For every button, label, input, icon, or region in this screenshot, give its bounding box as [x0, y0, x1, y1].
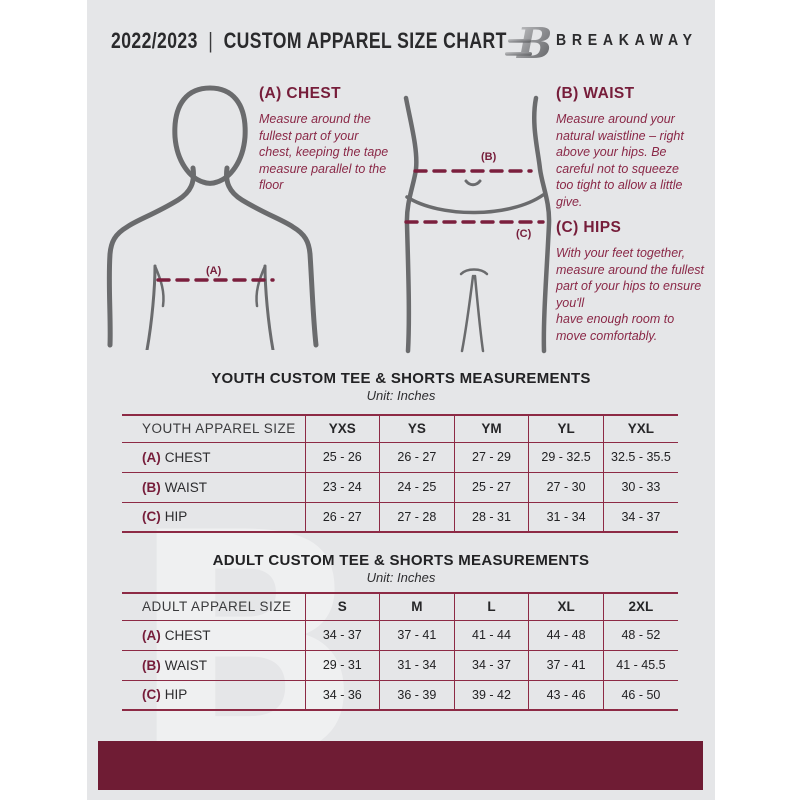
row-label: (B) WAIST — [122, 650, 305, 681]
lower-body-figure — [403, 95, 552, 354]
size-cell: 43 - 46 — [528, 680, 604, 711]
hips-instruction: (C) HIPS With your feet together, measur… — [556, 219, 706, 344]
size-header: YS — [379, 414, 455, 443]
size-cell: 29 - 31 — [304, 650, 380, 681]
row-label: (C) HIP — [122, 680, 305, 711]
size-header: YM — [453, 414, 529, 443]
breakaway-logo-icon: B — [505, 19, 553, 68]
size-header: YL — [528, 414, 604, 443]
chest-body: Measure around the fullest part of your … — [259, 112, 389, 192]
size-cell: 46 - 50 — [602, 680, 678, 711]
table-row: (B) WAIST 29 - 31 31 - 34 34 - 37 37 - 41… — [122, 650, 678, 681]
size-cell: 36 - 39 — [379, 680, 455, 711]
size-cell: 30 - 33 — [602, 472, 678, 503]
table-header-row: YOUTH APPAREL SIZE YXS YS YM YL YXL — [122, 414, 678, 443]
title-year: 2022/2023 — [111, 28, 198, 53]
size-cell: 27 - 30 — [528, 472, 604, 503]
size-cell: 34 - 36 — [304, 680, 380, 711]
table-row: (A) CHEST 34 - 37 37 - 41 41 - 44 44 - 48… — [122, 620, 678, 651]
size-cell: 25 - 26 — [304, 442, 380, 473]
size-cell: 44 - 48 — [528, 620, 604, 651]
size-cell: 27 - 28 — [379, 502, 455, 533]
page-title: 2022/2023 | CUSTOM APPAREL SIZE CHART — [111, 28, 507, 54]
row-label: (A) CHEST — [122, 620, 305, 651]
size-cell: 31 - 34 — [379, 650, 455, 681]
size-header: YXL — [602, 414, 678, 443]
youth-size-column-header: YOUTH APPAREL SIZE — [122, 414, 305, 443]
size-cell: 27 - 29 — [453, 442, 529, 473]
size-cell: 41 - 44 — [453, 620, 529, 651]
size-header: S — [304, 592, 380, 621]
waist-instruction: (B) WAIST Measure around your natural wa… — [556, 85, 696, 210]
table-header-row: ADULT APPAREL SIZE S M L XL 2XL — [122, 592, 678, 621]
adult-size-column-header: ADULT APPAREL SIZE — [122, 592, 305, 621]
row-label: (A) CHEST — [122, 442, 305, 473]
waist-heading: (B) WAIST — [556, 85, 635, 102]
size-cell: 32.5 - 35.5 — [602, 442, 678, 473]
marker-a-label: (A) — [206, 265, 222, 277]
brand-name: BREAKAWAY — [556, 32, 698, 49]
size-cell: 28 - 31 — [453, 502, 529, 533]
title-separator: | — [208, 28, 214, 53]
size-header: YXS — [304, 414, 380, 443]
size-cell: 23 - 24 — [304, 472, 380, 503]
svg-text:B: B — [516, 21, 553, 67]
youth-unit-label: Unit: Inches — [366, 388, 436, 403]
youth-table-title: YOUTH CUSTOM TEE & SHORTS MEASUREMENTS — [211, 370, 591, 387]
footer-bar — [98, 741, 703, 790]
youth-size-table: YOUTH APPAREL SIZE YXS YS YM YL YXL (A) C… — [122, 414, 678, 533]
size-cell: 26 - 27 — [379, 442, 455, 473]
adult-size-table: ADULT APPAREL SIZE S M L XL 2XL (A) CHEST… — [122, 592, 678, 711]
size-header: L — [453, 592, 529, 621]
size-cell: 25 - 27 — [453, 472, 529, 503]
size-header: XL — [528, 592, 604, 621]
marker-b-label: (B) — [481, 151, 497, 163]
size-header: 2XL — [602, 592, 678, 621]
title-text: CUSTOM APPAREL SIZE CHART — [223, 28, 507, 53]
row-label: (C) HIP — [122, 502, 305, 533]
size-cell: 37 - 41 — [528, 650, 604, 681]
upper-body-figure — [106, 85, 319, 350]
chest-heading: (A) CHEST — [259, 85, 341, 102]
size-cell: 37 - 41 — [379, 620, 455, 651]
size-cell: 29 - 32.5 — [528, 442, 604, 473]
hips-body: With your feet together, measure around … — [556, 246, 705, 343]
size-cell: 34 - 37 — [304, 620, 380, 651]
marker-c-label: (C) — [516, 228, 532, 240]
size-header: M — [379, 592, 455, 621]
waist-body: Measure around your natural waistline – … — [556, 112, 684, 209]
size-cell: 26 - 27 — [304, 502, 380, 533]
chest-instruction: (A) CHEST Measure around the fullest par… — [259, 85, 389, 194]
table-row: (C) HIP 26 - 27 27 - 28 28 - 31 31 - 34 3… — [122, 502, 678, 533]
table-row: (A) CHEST 25 - 26 26 - 27 27 - 29 29 - 32… — [122, 442, 678, 473]
size-cell: 24 - 25 — [379, 472, 455, 503]
row-label: (B) WAIST — [122, 472, 305, 503]
size-cell: 41 - 45.5 — [602, 650, 678, 681]
hips-heading: (C) HIPS — [556, 219, 622, 236]
size-cell: 34 - 37 — [602, 502, 678, 533]
table-row: (C) HIP 34 - 36 36 - 39 39 - 42 43 - 46 4… — [122, 680, 678, 711]
table-row: (B) WAIST 23 - 24 24 - 25 25 - 27 27 - 30… — [122, 472, 678, 503]
size-cell: 31 - 34 — [528, 502, 604, 533]
adult-table-title: ADULT CUSTOM TEE & SHORTS MEASUREMENTS — [212, 552, 590, 569]
size-cell: 34 - 37 — [453, 650, 529, 681]
adult-unit-label: Unit: Inches — [366, 570, 436, 585]
size-cell: 48 - 52 — [602, 620, 678, 651]
size-cell: 39 - 42 — [453, 680, 529, 711]
